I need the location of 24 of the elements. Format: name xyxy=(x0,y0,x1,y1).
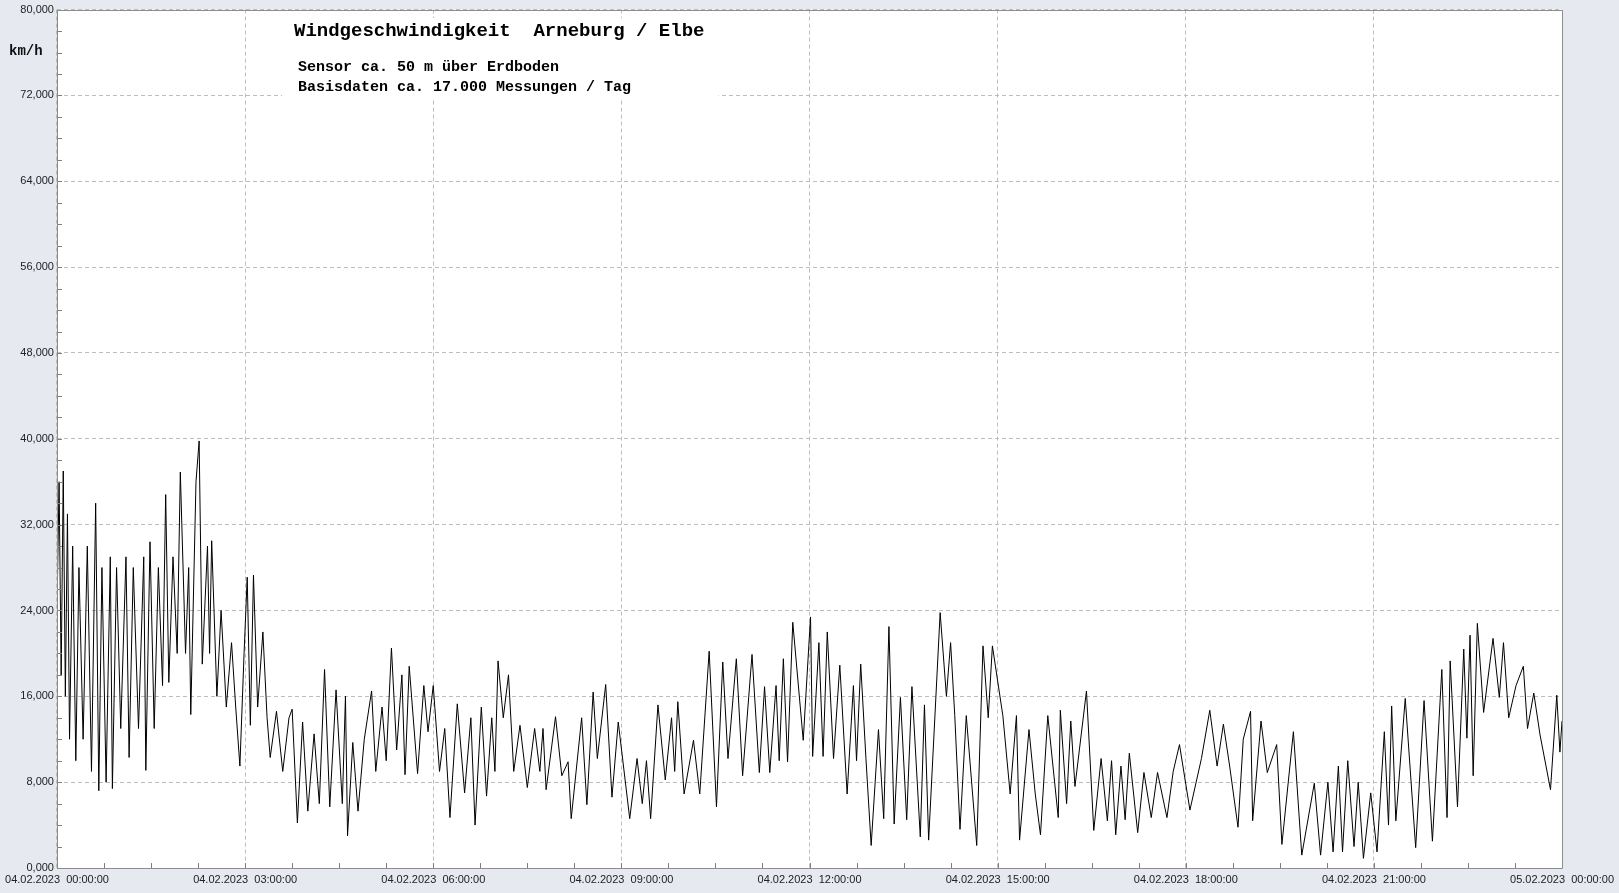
y-tick-label: 32,000 xyxy=(20,517,54,530)
y-tick-label: 48,000 xyxy=(20,345,54,358)
x-tick-label: 04.02.2023 09:00:00 xyxy=(569,872,674,885)
y-tick-label: 64,000 xyxy=(20,174,54,187)
x-tick-label: 04.02.2023 21:00:00 xyxy=(1321,872,1426,885)
y-tick-label: 16,000 xyxy=(20,689,54,702)
y-tick-label: 72,000 xyxy=(20,88,54,101)
y-tick-label: 0,000 xyxy=(26,861,54,874)
y-axis-title: km/h xyxy=(9,42,43,59)
x-tick-label: 04.02.2023 00:00:00 xyxy=(5,872,109,885)
y-tick-label: 24,000 xyxy=(20,603,54,616)
x-tick-label: 05.02.2023 00:00:00 xyxy=(1510,872,1614,885)
x-tick-label: 04.02.2023 06:00:00 xyxy=(381,872,486,885)
y-tick-label: 56,000 xyxy=(20,260,54,273)
text: Sensor ca. 50 m über Erdboden xyxy=(298,58,560,76)
y-tick-label: 40,000 xyxy=(20,431,54,444)
y-tick-label: 8,000 xyxy=(26,775,54,788)
y-tick-label: 80,000 xyxy=(20,2,54,15)
x-tick-label: 04.02.2023 15:00:00 xyxy=(945,872,1050,885)
x-tick-label: 04.02.2023 18:00:00 xyxy=(1133,872,1238,885)
x-tick-label: 04.02.2023 03:00:00 xyxy=(193,872,298,885)
text: Windgeschwindigkeit Arneburg / Elbe xyxy=(294,19,705,42)
annotation: Basisdaten ca. 17.000 Messungen / Tag xyxy=(298,78,632,96)
x-tick-label: 04.02.2023 12:00:00 xyxy=(757,872,862,885)
